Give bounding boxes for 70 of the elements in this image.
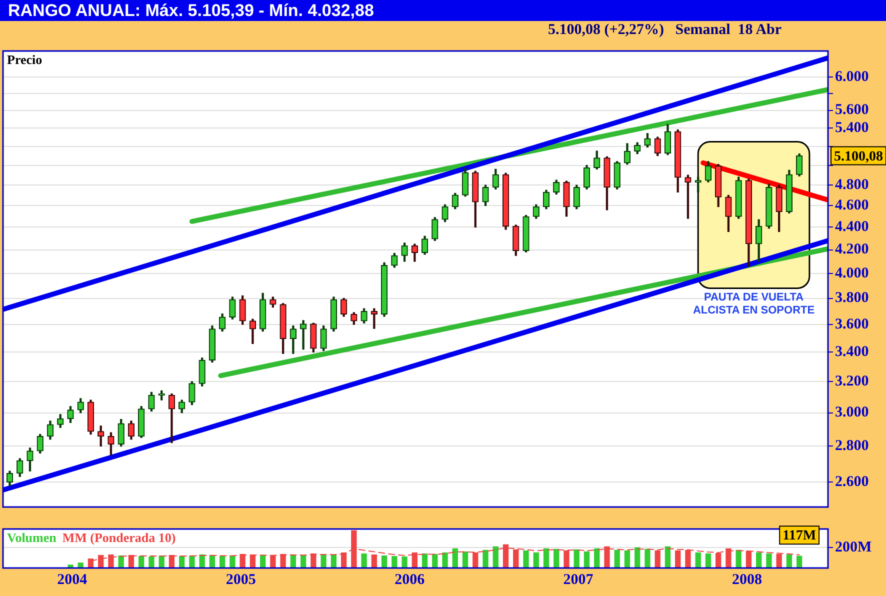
- y-tick-label: 4.400: [835, 219, 869, 236]
- bar: [381, 555, 388, 568]
- bar: [148, 556, 154, 568]
- bar: [320, 554, 326, 568]
- bar: [462, 551, 468, 568]
- bar: [796, 556, 802, 568]
- bar: [179, 556, 185, 568]
- bar: [614, 550, 620, 568]
- bar: [543, 548, 550, 568]
- y-tick-label: 4.200: [835, 242, 869, 258]
- x-tick-label: 2006: [394, 572, 426, 588]
- bar: [584, 551, 590, 568]
- y-tick-label: 2.600: [835, 474, 869, 490]
- bar: [523, 550, 529, 568]
- bar: [756, 552, 762, 568]
- y-tick-label: 6.000: [835, 68, 869, 85]
- bar: [392, 556, 398, 568]
- bar: [442, 552, 448, 568]
- y-tick-label: 3.800: [835, 290, 869, 306]
- bar: [402, 556, 408, 568]
- y-tick-label: 4.600: [835, 198, 869, 214]
- bar: [219, 556, 226, 568]
- y-tick-label: 3.600: [835, 316, 869, 332]
- y-tick-label: 4.800: [835, 176, 869, 193]
- y-tick-label: 200M: [835, 540, 872, 556]
- bar: [624, 550, 630, 568]
- bar: [138, 556, 144, 568]
- bar: [432, 554, 438, 568]
- x-tick-label: 2005: [226, 572, 256, 588]
- bar: [533, 552, 539, 568]
- band-label: PAUTA DE VUELTA ALCISTA EN SOPORTE: [692, 292, 815, 317]
- y-tick-label: 2.800: [835, 438, 869, 454]
- y-tick-label: 4.000: [835, 265, 869, 282]
- chart-subtitle: 5.100,08 (+2,27%) Semanal 18 Abr: [548, 22, 782, 39]
- x-tick-label: 2007: [563, 572, 594, 588]
- bar: [482, 550, 488, 568]
- bar: [230, 555, 236, 568]
- bar: [189, 555, 195, 568]
- bar: [664, 546, 671, 568]
- bar: [330, 554, 337, 568]
- bar: [574, 549, 580, 568]
- annotation: 5.100,08: [834, 149, 883, 164]
- bar: [594, 548, 600, 568]
- bar: [371, 554, 377, 568]
- series-label: Volumen: [7, 530, 58, 545]
- bar: [554, 548, 560, 568]
- bar: [361, 553, 367, 568]
- x-tick-label: 2004: [57, 572, 88, 588]
- y-tick-label: 5.600: [835, 102, 869, 118]
- bar: [644, 548, 650, 568]
- bar: [422, 553, 428, 568]
- y-tick-label: 3.000: [835, 404, 869, 421]
- chart-title: RANGO ANUAL: Máx. 5.105,39 - Mín. 4.032,88: [8, 1, 374, 21]
- series-label: MM (Ponderada 10): [62, 530, 176, 545]
- bar: [78, 562, 84, 568]
- candlestick: [300, 320, 307, 350]
- bar: [695, 552, 701, 568]
- bar: [452, 548, 458, 568]
- bar: [492, 546, 498, 568]
- bar: [786, 554, 792, 568]
- bar: [634, 547, 640, 568]
- bar: [766, 553, 772, 568]
- data-label: 117M: [782, 528, 816, 544]
- y-tick-label: 5.400: [835, 120, 869, 136]
- y-tick-label: 3.400: [835, 344, 869, 360]
- x-tick-label: 2008: [732, 572, 762, 588]
- bar: [705, 553, 712, 568]
- bar: [68, 564, 74, 568]
- y-tick-label: 3.200: [835, 373, 869, 390]
- annotation: Precio: [7, 52, 42, 67]
